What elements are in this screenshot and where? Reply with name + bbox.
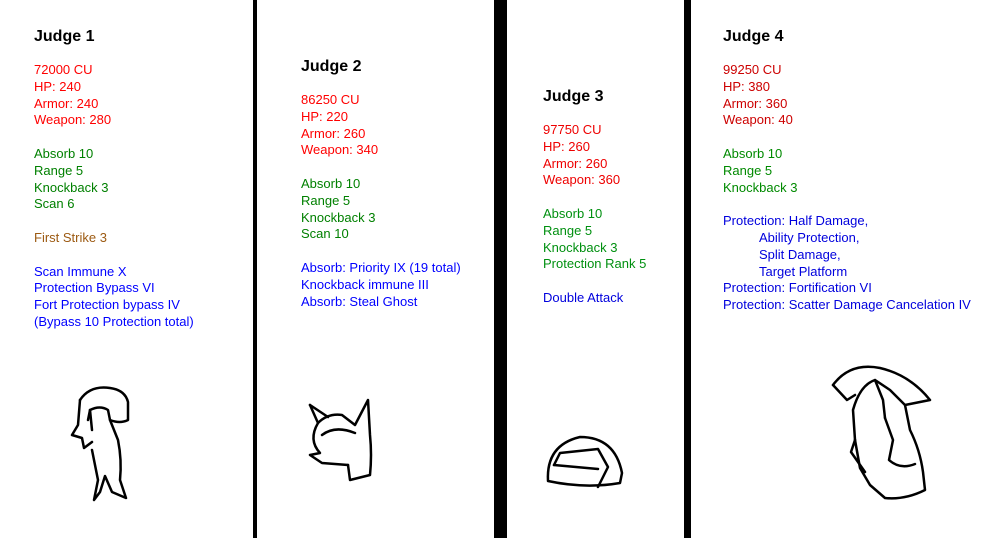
stat-line: Knockback 3 xyxy=(723,179,798,195)
stat-group: 97750 CU HP: 260 Armor: 260 Weapon: 360 xyxy=(543,122,646,189)
stat-group: Double Attack xyxy=(543,290,646,307)
judge-4-panel: Judge 4 99250 CU HP: 380 Armor: 360 Weapon: … xyxy=(723,27,971,331)
stat-line: Range 5 xyxy=(723,162,773,178)
stat-group: Absorb: Priority IX (19 total) Knockback … xyxy=(301,260,461,310)
stat-line: Range 5 xyxy=(543,222,593,238)
stat-group: 86250 CU HP: 220 Armor: 260 Weapon: 340 xyxy=(301,92,461,159)
stat-line: Knockback 3 xyxy=(543,239,618,255)
stat-line: Protection Bypass VI xyxy=(34,280,155,296)
stat-line: Absorb 10 xyxy=(543,205,603,221)
judge-1-sketch xyxy=(70,386,130,502)
stat-group: Scan Immune X Protection Bypass VI Fort Pr… xyxy=(34,264,194,331)
judge-title: Judge 1 xyxy=(34,28,95,45)
stat-group: Absorb 10 Range 5 Knockback 3 Scan 6 xyxy=(34,146,194,213)
stat-line: Scan Immune X xyxy=(34,263,127,279)
stat-line: Protection: Scatter Damage Cancelation I… xyxy=(723,297,971,313)
stat-group: Absorb 10 Range 5 Knockback 3 xyxy=(723,146,971,196)
column-divider-3 xyxy=(684,0,691,538)
stat-line: Scan 10 xyxy=(301,226,349,242)
stat-line: Armor: 260 xyxy=(301,125,366,141)
stat-line: Range 5 xyxy=(301,192,351,208)
stat-line: Weapon: 360 xyxy=(543,172,621,188)
stat-line: Armor: 360 xyxy=(723,95,788,111)
judge-2-sketch xyxy=(308,398,373,482)
stat-line: Knockback immune III xyxy=(301,276,429,292)
stat-line: Ability Protection, xyxy=(759,229,860,245)
stat-line: Fort Protection bypass IV xyxy=(34,297,180,313)
stat-line: 86250 CU xyxy=(301,92,360,107)
stat-line: Absorb 10 xyxy=(34,145,94,161)
stat-line: Double Attack xyxy=(543,289,624,305)
stat-line: Range 5 xyxy=(34,162,84,178)
column-divider-2 xyxy=(494,0,507,538)
stat-line: Weapon: 40 xyxy=(723,112,793,128)
column-divider-1 xyxy=(253,0,257,538)
stat-line: Target Platform xyxy=(759,263,848,279)
judge-3-panel: Judge 3 97750 CU HP: 260 Armor: 260 Weapon: … xyxy=(543,87,646,324)
stat-line: Protection Rank 5 xyxy=(543,256,647,272)
stat-line: Knockback 3 xyxy=(301,209,376,225)
stat-group: Protection: Half Damage, Ability Protecti… xyxy=(723,213,971,314)
judge-2-panel: Judge 2 86250 CU HP: 220 Armor: 260 Weapon: … xyxy=(301,57,461,327)
stat-line: 97750 CU xyxy=(543,122,602,137)
stat-line: Absorb 10 xyxy=(723,145,783,161)
stat-line: Split Damage, xyxy=(759,246,841,262)
stat-line: Protection: Fortification VI xyxy=(723,280,872,296)
stat-group: Absorb 10 Range 5 Knockback 3 Protection Ra… xyxy=(543,206,646,273)
stat-line: Armor: 240 xyxy=(34,95,99,111)
stat-line: HP: 380 xyxy=(723,78,770,94)
stat-line: 99250 CU xyxy=(723,62,782,77)
stat-line: Armor: 260 xyxy=(543,155,608,171)
stat-line: First Strike 3 xyxy=(34,229,107,245)
stat-line: Weapon: 340 xyxy=(301,142,379,158)
stat-line: Protection: Half Damage, xyxy=(723,213,869,229)
judge-1-panel: Judge 1 72000 CU HP: 240 Armor: 240 Weapon: … xyxy=(34,27,194,348)
stat-line: HP: 220 xyxy=(301,108,348,124)
stat-line: Absorb: Steal Ghost xyxy=(301,293,418,309)
stat-line: HP: 260 xyxy=(543,138,590,154)
stat-group: First Strike 3 xyxy=(34,230,194,247)
judge-title: Judge 2 xyxy=(301,58,362,75)
stat-line: HP: 240 xyxy=(34,78,81,94)
judge-title: Judge 4 xyxy=(723,28,784,45)
stat-group: Absorb 10 Range 5 Knockback 3 Scan 10 xyxy=(301,176,461,243)
stat-line: Weapon: 280 xyxy=(34,112,112,128)
judge-4-sketch xyxy=(831,365,932,500)
stat-line: (Bypass 10 Protection total) xyxy=(34,313,194,329)
stat-line: Scan 6 xyxy=(34,196,75,212)
judge-title: Judge 3 xyxy=(543,88,604,105)
stat-line: Absorb 10 xyxy=(301,175,361,191)
stat-line: Absorb: Priority IX (19 total) xyxy=(301,259,461,275)
judge-3-sketch xyxy=(546,435,624,489)
stat-group: 72000 CU HP: 240 Armor: 240 Weapon: 280 xyxy=(34,62,194,129)
stat-line: 72000 CU xyxy=(34,62,93,77)
stat-group: 99250 CU HP: 380 Armor: 360 Weapon: 40 xyxy=(723,62,971,129)
stat-line: Knockback 3 xyxy=(34,179,109,195)
